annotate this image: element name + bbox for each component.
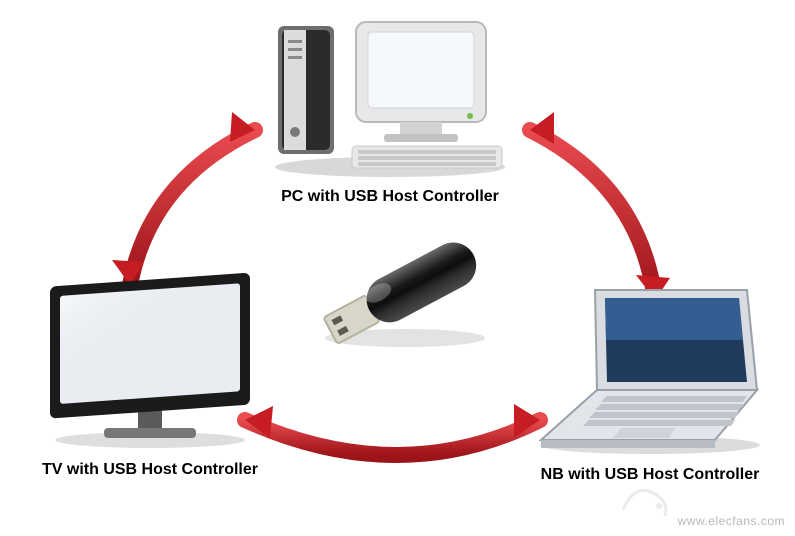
node-usb [310,230,500,355]
flat-tv-icon [30,270,270,450]
tv-label: TV with USB Host Controller [20,461,280,479]
usb-host-diagram: PC with USB Host Controller TV with USB … [0,0,795,536]
usb-stick-icon [310,230,500,350]
desktop-pc-icon [260,12,520,177]
node-pc: PC with USB Host Controller [260,12,520,206]
pc-label: PC with USB Host Controller [260,188,520,206]
node-nb: NB with USB Host Controller [520,280,780,484]
node-tv: TV with USB Host Controller [20,270,280,479]
laptop-icon [525,280,775,455]
edge-tv-nb [245,404,540,455]
edge-pc-tv [112,112,255,285]
edge-pc-nb [530,112,670,300]
watermark-logo-icon [615,480,675,520]
watermark-text: www.elecfans.com [678,514,785,528]
